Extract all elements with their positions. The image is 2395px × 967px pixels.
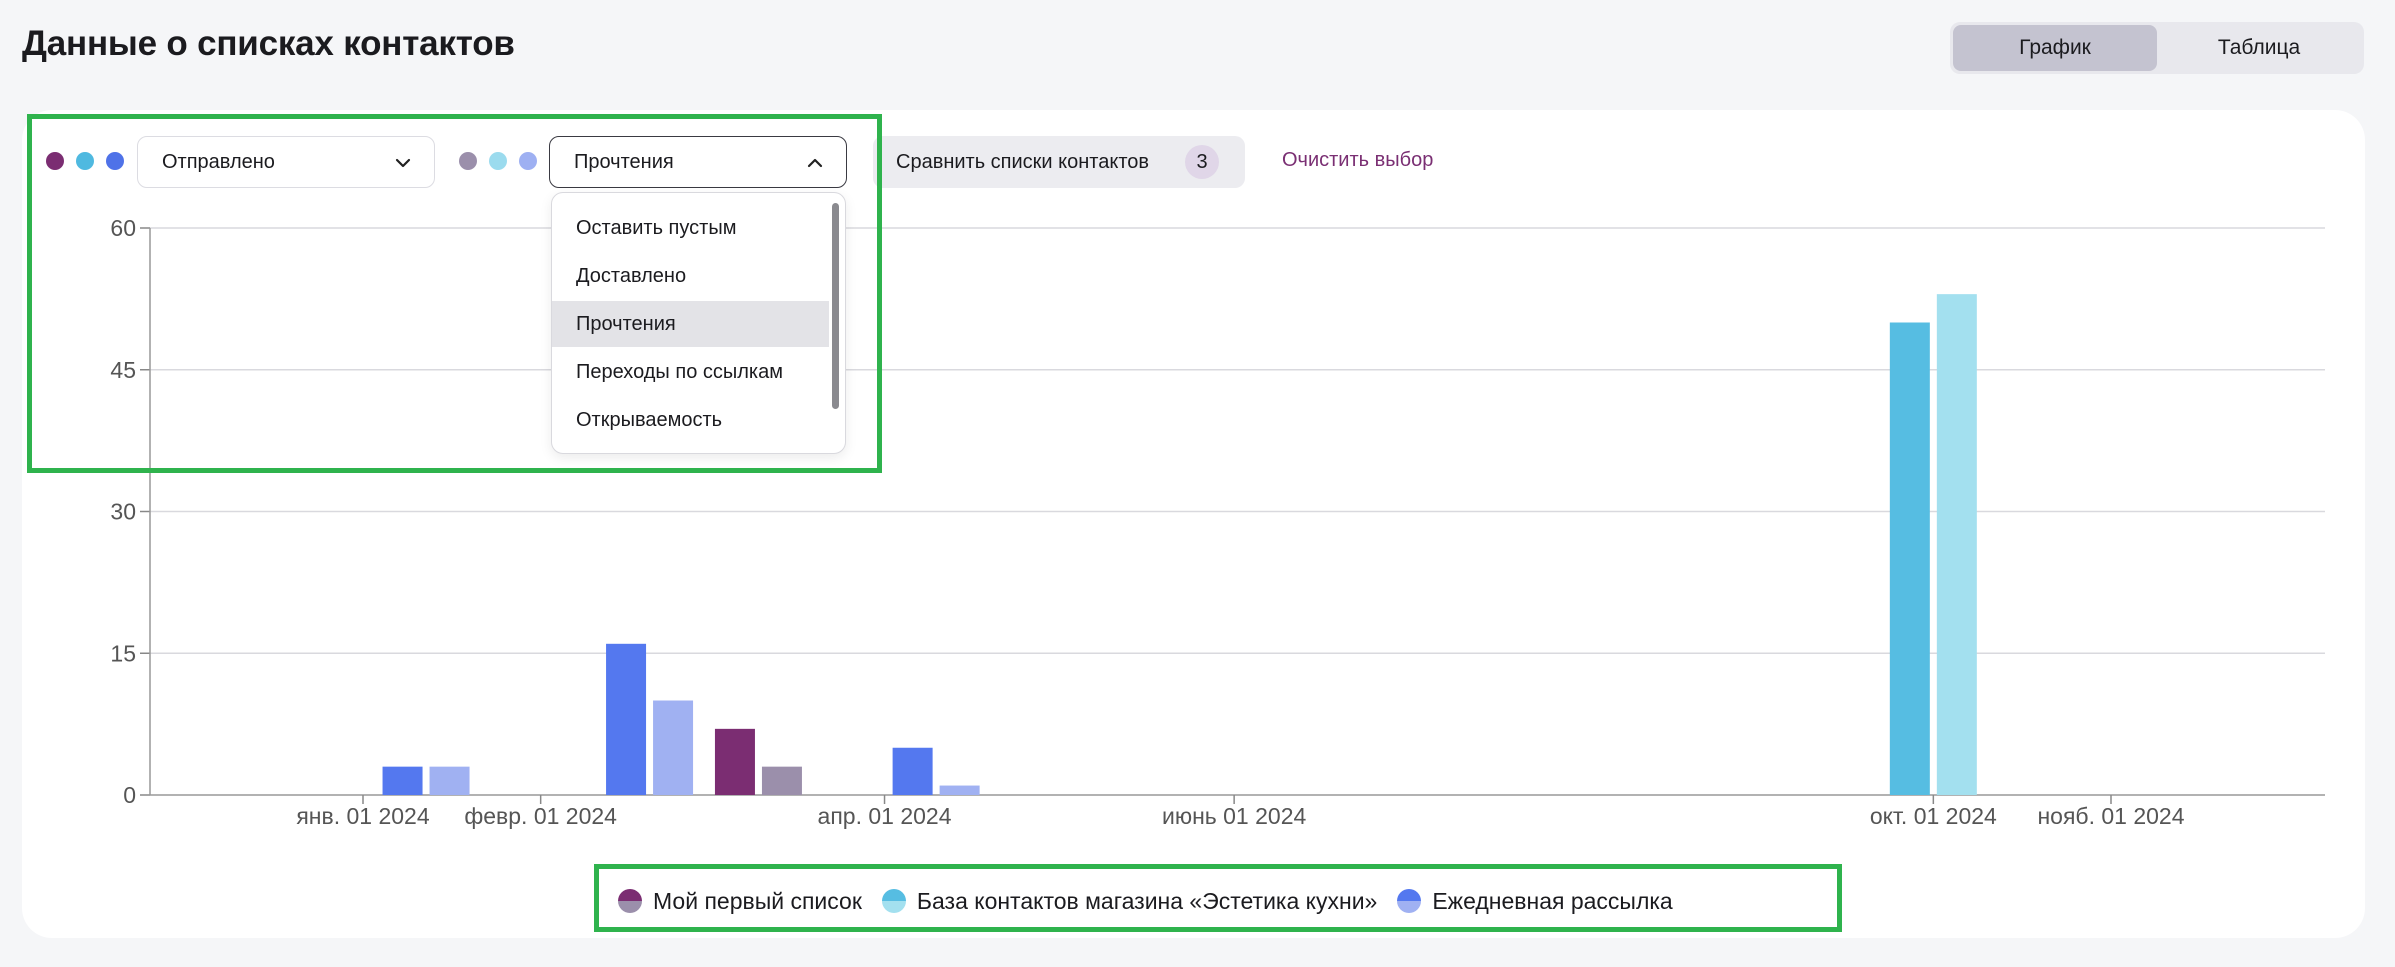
page-title: Данные о списках контактов (22, 24, 515, 63)
chevron-up-icon (807, 158, 823, 168)
legend-swatch (1397, 889, 1422, 913)
tab-chart[interactable]: График (1953, 25, 2157, 71)
legend-item[interactable]: База контактов магазина «Эстетика кухни» (881, 887, 1378, 915)
dropdown-option-selected[interactable]: Прочтения (552, 301, 829, 347)
primary-metric-select[interactable]: Отправлено (137, 136, 435, 188)
series-dot-6 (519, 152, 537, 170)
legend-label: Мой первый список (653, 887, 862, 914)
series-dot-2 (76, 152, 94, 170)
bar (714, 728, 755, 795)
x-tick-label: февр. 01 2024 (464, 803, 617, 829)
bar (892, 747, 933, 795)
x-tick-label: янв. 01 2024 (296, 803, 430, 829)
bar (939, 785, 980, 795)
y-tick-label: 15 (110, 640, 136, 666)
compare-lists-button[interactable]: Сравнить списки контактов 3 (873, 136, 1245, 188)
y-tick-label: 60 (110, 215, 136, 241)
secondary-metric-select[interactable]: Прочтения (549, 136, 847, 188)
x-tick-label: окт. 01 2024 (1870, 803, 1997, 829)
chart-legend: Мой первый список База контактов магазин… (618, 876, 1679, 926)
bar (1936, 294, 1977, 795)
primary-metric-value: Отправлено (162, 150, 275, 173)
series-dot-1 (46, 152, 64, 170)
y-tick-label: 30 (110, 499, 136, 525)
x-tick-label: нояб. 01 2024 (2037, 803, 2184, 829)
compare-count-badge: 3 (1185, 145, 1219, 179)
bar (429, 766, 470, 795)
bar (653, 700, 694, 795)
chevron-down-icon (395, 158, 411, 168)
bar (606, 643, 647, 795)
dropdown-option[interactable]: Оставить пустым (576, 216, 737, 239)
clear-selection-link[interactable]: Очистить выбор (1282, 149, 1434, 171)
series-dot-4 (459, 152, 477, 170)
y-tick-label: 0 (123, 782, 136, 808)
secondary-metric-dropdown: Оставить пустым Доставлено Прочтения Пер… (551, 192, 846, 454)
dropdown-option[interactable]: Переходы по ссылкам (576, 360, 783, 383)
bar (761, 766, 802, 795)
tab-table[interactable]: Таблица (2217, 36, 2301, 59)
compare-lists-label: Сравнить списки контактов (896, 150, 1150, 173)
x-tick-label: апр. 01 2024 (818, 803, 952, 829)
x-tick-label: июнь 01 2024 (1162, 803, 1307, 829)
secondary-metric-value: Прочтения (574, 150, 674, 173)
dropdown-scrollbar[interactable] (832, 203, 839, 409)
legend-swatch (618, 889, 642, 913)
bar (382, 766, 423, 795)
dropdown-option[interactable]: Доставлено (576, 264, 687, 287)
y-tick-label: 45 (110, 357, 136, 383)
bar (1889, 322, 1930, 795)
legend-item[interactable]: Ежедневная рассылка (1397, 887, 1673, 915)
view-toggle: График Таблица (1950, 22, 2364, 74)
series-dot-5 (489, 152, 507, 170)
legend-swatch (881, 889, 906, 913)
dropdown-option[interactable]: Открываемость (576, 408, 723, 431)
legend-label: База контактов магазина «Эстетика кухни» (916, 887, 1378, 914)
legend-item[interactable]: Мой первый список (618, 888, 862, 915)
legend-label: Ежедневная рассылка (1432, 887, 1673, 914)
series-dot-3 (106, 152, 124, 170)
